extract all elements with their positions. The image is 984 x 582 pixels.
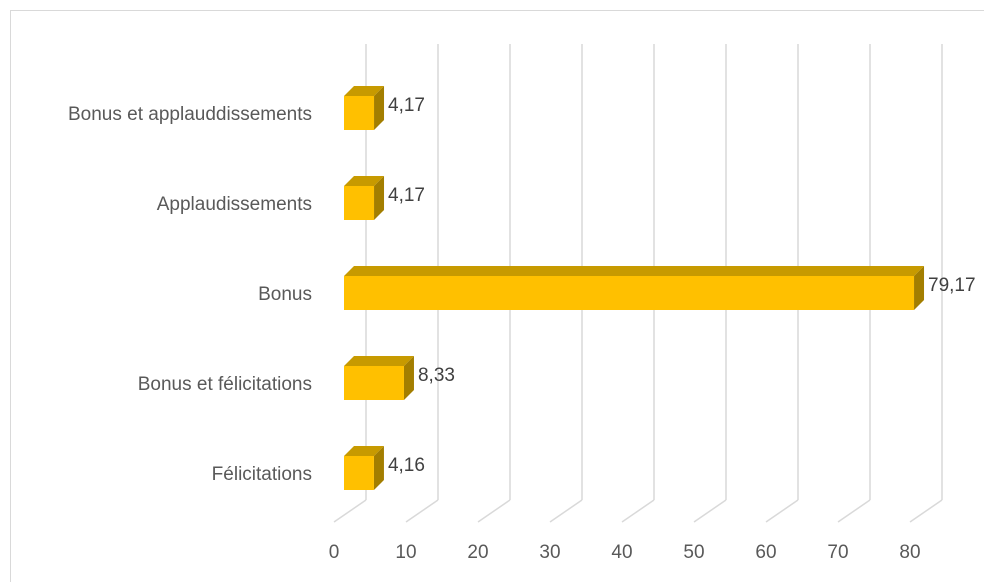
bar-side <box>374 86 385 130</box>
category-label: Bonus et félicitations <box>138 374 312 395</box>
category-labels: Bonus et applauddissements Applaudissemen… <box>68 104 312 485</box>
bar-top <box>344 86 385 96</box>
x-tick-label: 20 <box>467 542 488 563</box>
bar-top <box>344 266 925 276</box>
bar <box>344 366 404 400</box>
data-label: 8,33 <box>418 365 455 386</box>
bar-top <box>344 176 385 186</box>
x-tick-label: 10 <box>395 542 416 563</box>
category-label: Félicitations <box>212 464 312 485</box>
floor-gridline <box>621 499 655 523</box>
bar-side <box>914 266 925 310</box>
bar <box>344 96 375 130</box>
floor-gridline <box>477 499 511 523</box>
x-tick-label: 80 <box>899 542 920 563</box>
data-labels: 4,17 4,17 79,17 8,33 4,16 <box>388 95 976 476</box>
bar-side <box>374 176 385 220</box>
floor-gridline <box>405 499 439 523</box>
category-label: Bonus <box>258 284 312 305</box>
bar <box>344 456 374 490</box>
x-tick-label: 60 <box>755 542 776 563</box>
x-axis-tick-labels: 0 10 20 30 40 50 60 70 80 <box>329 542 921 563</box>
floor-gridline <box>909 499 943 523</box>
floor-gridline <box>549 499 583 523</box>
data-label: 4,16 <box>388 455 425 476</box>
bar-top <box>344 446 384 456</box>
floor-gridline <box>837 499 871 523</box>
bars <box>344 86 925 490</box>
category-label: Bonus et applauddissements <box>68 104 312 125</box>
bar <box>344 186 375 220</box>
bar-top <box>344 356 414 366</box>
x-tick-label: 40 <box>611 542 632 563</box>
category-label: Applaudissements <box>157 194 312 215</box>
floor-gridline <box>693 499 727 523</box>
data-label: 4,17 <box>388 95 425 116</box>
bar-side <box>403 356 414 400</box>
x-tick-label: 50 <box>683 542 704 563</box>
floor-gridline <box>333 499 367 523</box>
floor-gridline <box>765 499 799 523</box>
data-label: 79,17 <box>928 275 976 296</box>
bar <box>344 276 915 310</box>
x-tick-label: 70 <box>827 542 848 563</box>
data-label: 4,17 <box>388 185 425 206</box>
x-tick-label: 30 <box>539 542 560 563</box>
x-tick-label: 0 <box>329 542 340 563</box>
bar-side <box>373 446 384 490</box>
